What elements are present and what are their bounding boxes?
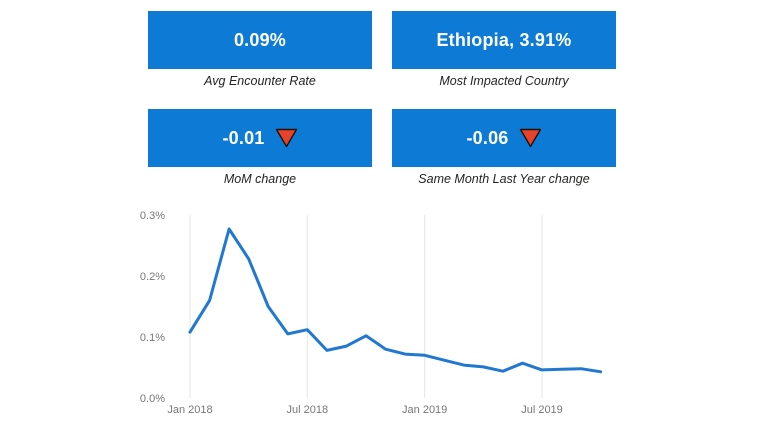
encounter-rate-trend-line[interactable] [188, 227, 603, 374]
kpi-card-label: MoM change [223, 172, 297, 186]
encounter-rate-trend-chart[interactable]: Jan 2018 Jul 2018 Jan 2019 Jul 2019 0.3% 0.2%… [140, 200, 670, 427]
down-triangle-icon [275, 128, 297, 148]
kpi-card-mom-change[interactable]: -0.01 [148, 109, 372, 167]
x-axis-tick-label: Jan 2019 [402, 404, 447, 416]
kpi-value: -0.06 [466, 127, 509, 148]
kpi-card-avg-encounter-rate[interactable]: 0.09% [148, 11, 372, 69]
kpi-card-most-impacted-country[interactable]: Ethiopia, 3.91% [392, 11, 616, 69]
x-axis-tick-label: Jan 2018 [167, 404, 212, 416]
kpi-card-label: Most Impacted Country [439, 74, 569, 88]
kpi-value: 0.09% [233, 29, 287, 50]
x-axis-tick-label: Jul 2018 [287, 404, 329, 416]
kpi-card-same-month-last-year-change[interactable]: -0.06 [392, 109, 616, 167]
x-axis-tick-label: Jul 2019 [521, 404, 563, 416]
y-axis-tick-label: 0.2% [140, 271, 165, 283]
y-axis-tick-label: 0.3% [140, 210, 165, 222]
y-axis-tick-label: 0.0% [140, 393, 165, 405]
kpi-card-label: Same Month Last Year change [418, 172, 590, 186]
kpi-value: -0.01 [222, 127, 265, 148]
down-triangle-icon [519, 128, 541, 148]
y-axis-tick-label: 0.1% [140, 332, 165, 344]
kpi-value: Ethiopia, 3.91% [436, 29, 572, 50]
kpi-card-label: Avg Encounter Rate [204, 74, 316, 88]
